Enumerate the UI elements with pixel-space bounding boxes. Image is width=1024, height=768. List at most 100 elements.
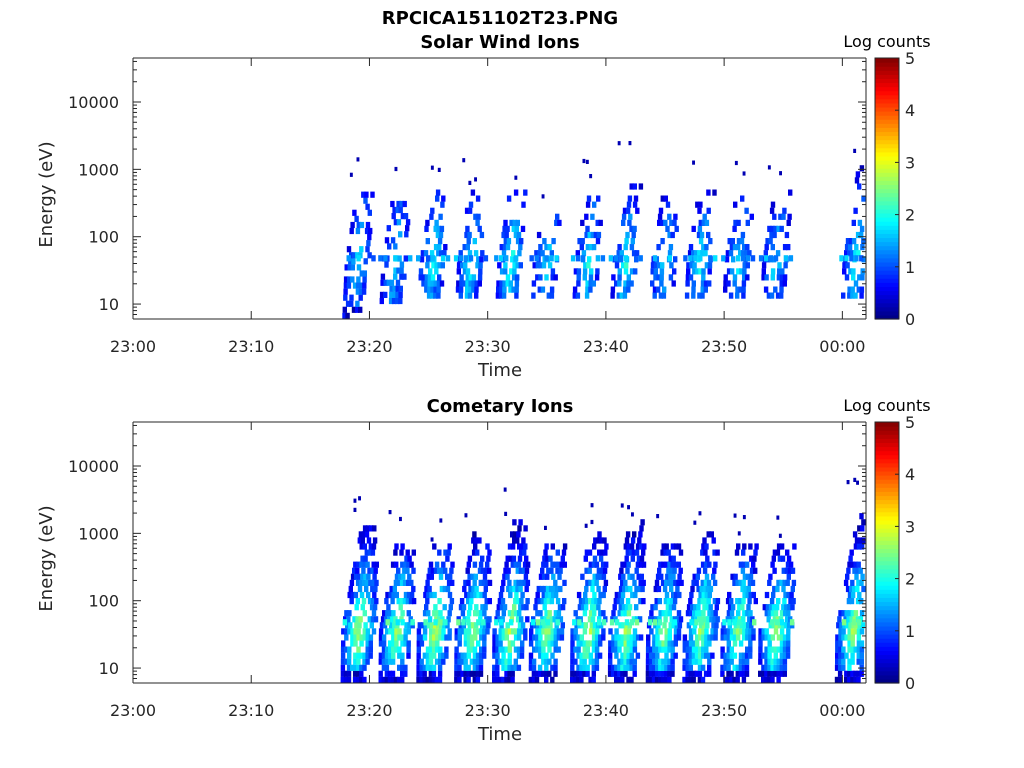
spectrogram-cell (515, 567, 520, 574)
spectrogram-cell (482, 591, 487, 599)
spectrogram-cell (627, 573, 632, 580)
spectrogram-cell (558, 616, 564, 623)
colorbar-segment (875, 274, 899, 279)
spectrogram-cell (666, 598, 672, 605)
spectrogram-cell (629, 268, 635, 275)
spectrogram-cell (689, 591, 694, 599)
spectrogram-cell (744, 250, 749, 257)
spectrogram-cell (512, 585, 517, 593)
spectrogram-cell (404, 622, 409, 629)
colorbar-segment (875, 192, 899, 198)
colorbar-segment (875, 151, 899, 157)
spectrogram-cell (636, 555, 642, 562)
spectrogram-cell (614, 280, 619, 287)
spectrogram-cell (550, 634, 555, 641)
spectrogram-cell (691, 250, 696, 257)
spectrogram-cell (838, 664, 843, 671)
spectrogram-cell (535, 640, 540, 647)
spectrogram-cell (620, 610, 625, 617)
spectrogram-cell (482, 610, 487, 617)
spectrogram-cell (746, 622, 751, 629)
spectrogram-cell (407, 622, 412, 629)
spectrogram-cell (673, 561, 678, 568)
spectrogram-cell (515, 616, 521, 623)
spectrogram-cell (764, 676, 769, 683)
spectrogram-cell (784, 567, 790, 574)
spectrogram-cell (457, 628, 462, 635)
spectrogram-cell (854, 255, 859, 262)
x-tick-label: 23:50 (701, 701, 747, 720)
spectrogram-cell (682, 640, 687, 647)
spectrogram-cell (601, 628, 606, 635)
spectrogram-cell (504, 670, 509, 677)
spectrogram-cell (773, 664, 778, 671)
spectrogram-cell (467, 207, 473, 214)
spectrogram-cell (398, 206, 403, 214)
spectrogram-cell (685, 664, 690, 671)
spectrogram-cell (346, 255, 351, 262)
spectrogram-cell (359, 270, 364, 277)
spectrogram-cell (770, 225, 775, 232)
spectrogram-cell (647, 619, 653, 626)
spectrogram-cell (387, 658, 393, 665)
spectrogram-cell (698, 255, 703, 262)
spectrogram-cell (439, 585, 445, 593)
spectrogram-cell (519, 549, 524, 556)
spectrogram-cell (578, 598, 584, 605)
spectrogram-cell (425, 664, 430, 671)
spectrogram-cell (473, 213, 478, 220)
spectrogram-cell (732, 274, 738, 281)
spectrogram-cell (501, 646, 506, 653)
spectrogram-cell (397, 255, 402, 262)
spectrogram-cell (466, 634, 472, 641)
spectrogram-cell (350, 640, 355, 647)
spectrogram-cell (848, 268, 853, 275)
spectrogram-cell (354, 622, 359, 629)
spectrogram-cell (428, 670, 434, 677)
spectrogram-cell (844, 610, 849, 617)
spectrogram-cell (774, 604, 780, 611)
spectrogram-cell (665, 573, 670, 580)
spectrogram-cell (474, 585, 479, 593)
spectrogram-cell (694, 652, 700, 659)
spectrogram-cell (583, 591, 588, 599)
spectrogram-cell (384, 658, 390, 665)
spectrogram-cell (692, 573, 697, 580)
spectrogram-cell (847, 292, 852, 299)
spectrogram-cell (499, 268, 505, 275)
spectrogram-cell (726, 658, 731, 665)
spectrogram-cell (708, 604, 713, 611)
spectrogram-cell (767, 676, 772, 683)
spectrogram-cell (447, 591, 453, 599)
spectrogram-cell (480, 555, 485, 562)
spectrogram-cell (542, 604, 547, 611)
spectrogram-cell (619, 292, 624, 299)
spectrogram-cell (704, 646, 709, 653)
spectrogram-cell (462, 585, 467, 593)
spectrogram-cell (745, 634, 750, 641)
spectrogram-cell (477, 274, 483, 281)
spectrogram-cell (359, 676, 364, 683)
spectrogram-cell (352, 209, 357, 216)
spectrogram-cell (588, 598, 593, 605)
spectrogram-cell (570, 676, 575, 683)
spectrogram-cell (570, 652, 575, 659)
spectrogram-cell (589, 268, 594, 275)
spectrogram-cell (479, 231, 485, 239)
spectrogram-cell (764, 652, 769, 659)
spectrogram-cell (835, 646, 840, 653)
spectrogram-cell (429, 213, 434, 220)
spectrogram-cell (743, 585, 748, 593)
spectrogram-cell (703, 250, 708, 257)
spectrogram-cell (386, 279, 391, 286)
spectrogram-cell (752, 619, 757, 626)
spectrogram-cell (720, 670, 725, 677)
spectrogram-cell (765, 238, 770, 245)
spectrogram-cell (742, 262, 747, 269)
spectrogram-cell (394, 634, 399, 641)
spectrogram-cell (855, 171, 861, 178)
colorbar-segment (875, 310, 899, 316)
spectrogram-cell (467, 231, 472, 239)
spectrogram-cell (751, 634, 756, 641)
spectrogram-cell (472, 652, 478, 659)
